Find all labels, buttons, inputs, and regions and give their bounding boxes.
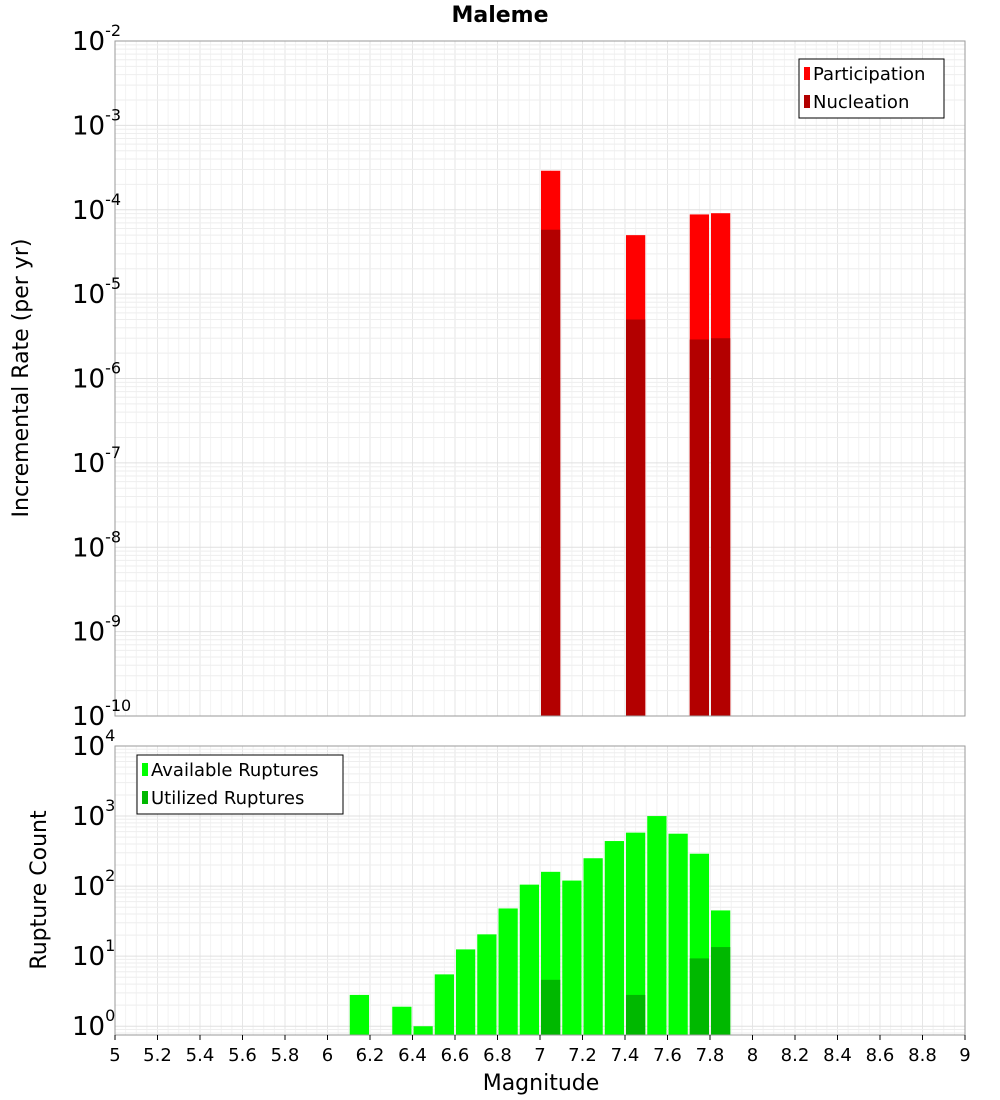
x-axis-label: Magnitude [483, 1071, 600, 1096]
bar [647, 816, 667, 1035]
x-tick-label: 7.2 [568, 1045, 597, 1066]
bar [711, 947, 731, 1035]
x-tick-label: 6.2 [356, 1045, 385, 1066]
bar [349, 994, 369, 1035]
y-axis-label: Incremental Rate (per yr) [9, 239, 34, 518]
x-tick-label: 5.8 [271, 1045, 300, 1066]
x-tick-label: 7.8 [696, 1045, 725, 1066]
y-tick-label: 101 [72, 936, 115, 972]
y-tick-label: 103 [72, 796, 115, 832]
y-tick-label: 10-10 [72, 696, 131, 732]
bar [562, 880, 582, 1035]
y-axis: 100 101 102 103 104 [72, 726, 115, 1042]
y-tick-label: 10-9 [72, 612, 121, 648]
bar [541, 229, 561, 717]
legend-swatch [804, 67, 810, 80]
y-tick-label: 100 [72, 1006, 115, 1042]
y-tick-label: 102 [72, 866, 115, 902]
y-tick-label: 104 [72, 726, 115, 762]
x-tick-label: 7.4 [611, 1045, 640, 1066]
legend-entry: Nucleation [813, 92, 909, 113]
plot-border [114, 40, 966, 717]
x-tick-label: 6.4 [398, 1045, 427, 1066]
bar [519, 884, 539, 1035]
series-utilized-ruptures [541, 947, 731, 1035]
x-tick-label: 5.6 [228, 1045, 257, 1066]
bar [626, 832, 646, 1035]
legend-entry: Available Ruptures [151, 760, 319, 781]
bar [456, 949, 476, 1035]
legend: Available Ruptures Utilized Ruptures [136, 754, 344, 815]
legend-box [136, 754, 344, 815]
y-axis: 10-10 10-9 10-8 10-7 10-6 10-5 10-4 10-3 10-2 [72, 21, 131, 732]
bar [626, 994, 646, 1035]
bar [392, 1006, 412, 1035]
x-tick-label: 8.2 [781, 1045, 810, 1066]
bar [583, 858, 603, 1035]
y-tick-label: 10-7 [72, 443, 121, 479]
legend-swatch [142, 791, 148, 804]
x-tick-label: 8.4 [823, 1045, 852, 1066]
x-tick-label: 6.6 [441, 1045, 470, 1066]
series-nucleation [541, 229, 731, 717]
rupture-count-panel: 100 101 102 103 104 Rupture Count Available Ru… [27, 726, 966, 1042]
y-tick-label: 10-5 [72, 274, 121, 310]
y-axis-label: Rupture Count [27, 810, 52, 970]
y-tick-label: 10-2 [72, 21, 121, 57]
x-tick-label: 5 [109, 1045, 120, 1066]
bar [498, 908, 518, 1035]
y-tick-label: 10-4 [72, 190, 121, 226]
x-tick-label: 6 [322, 1045, 333, 1066]
x-tick-label: 5.2 [143, 1045, 172, 1066]
bar [541, 979, 561, 1035]
x-axis: 5 5.2 5.4 5.6 5.8 6 6.2 6.4 6.6 6.8 7 7.2 7.4 7.6 7.8 8… [109, 1035, 971, 1066]
bar [626, 319, 646, 716]
bar [604, 841, 624, 1035]
bar [413, 1026, 433, 1035]
bar [477, 934, 497, 1035]
grid [114, 745, 966, 1035]
y-tick-label: 10-3 [72, 105, 121, 141]
legend-entry: Utilized Ruptures [151, 788, 304, 809]
x-tick-label: 7 [534, 1045, 545, 1066]
x-tick-label: 8 [747, 1045, 758, 1066]
bar [689, 339, 709, 716]
legend-swatch [804, 95, 810, 108]
y-tick-label: 10-8 [72, 527, 121, 563]
bar [668, 833, 688, 1035]
bar [434, 974, 454, 1035]
x-tick-label: 8.6 [866, 1045, 895, 1066]
x-tick-label: 9 [959, 1045, 970, 1066]
x-tick-label: 5.4 [186, 1045, 215, 1066]
chart-title: Maleme [451, 3, 548, 28]
legend: Participation Nucleation [798, 58, 945, 119]
rate-panel: 10-10 10-9 10-8 10-7 10-6 10-5 10-4 10-3 10-2 Inc… [9, 21, 966, 732]
legend-entry: Participation [813, 64, 925, 85]
legend-swatch [142, 763, 148, 776]
y-tick-label: 10-6 [72, 359, 121, 395]
bar [689, 958, 709, 1035]
legend-box [798, 58, 945, 119]
x-tick-label: 6.8 [483, 1045, 512, 1066]
grid [114, 40, 966, 717]
x-tick-label: 7.6 [653, 1045, 682, 1066]
series-available-ruptures [349, 816, 731, 1035]
x-tick-label: 8.8 [908, 1045, 937, 1066]
bar [711, 338, 731, 716]
